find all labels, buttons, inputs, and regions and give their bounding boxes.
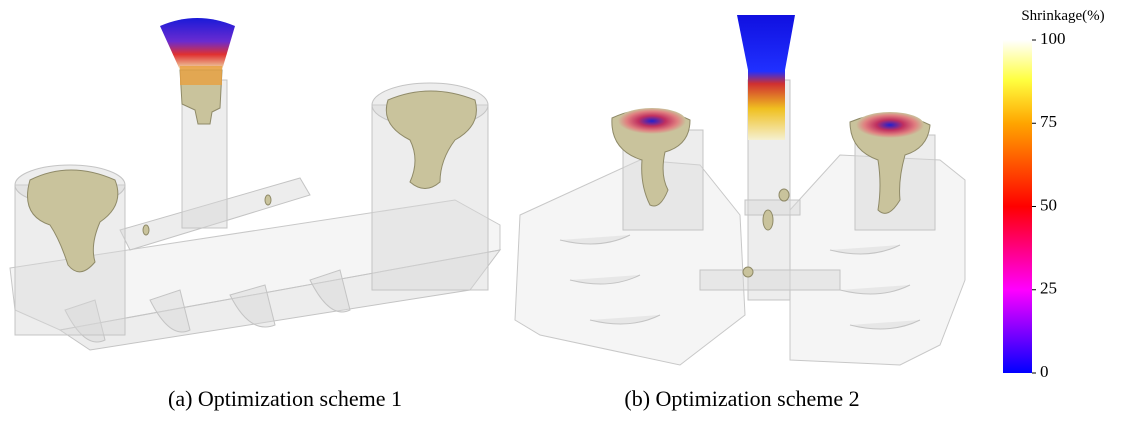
runner [119, 177, 311, 251]
pore [264, 194, 272, 206]
colorbar-title: Shrinkage(%) [1021, 8, 1104, 24]
render-scheme-2 [514, 15, 966, 366]
pore [778, 188, 790, 202]
colorbar-tick-label: 50 [1040, 195, 1057, 214]
colorbar-tick-label: 75 [1040, 112, 1057, 131]
pore [742, 266, 754, 278]
sprue-shrinkage [737, 15, 795, 140]
colorbar-tick-label: 0 [1040, 362, 1049, 381]
colorbar [1003, 40, 1032, 373]
casting-feature [559, 234, 921, 330]
sprue-cup [160, 18, 235, 70]
colorbar-tick-label: 100 [1040, 29, 1066, 48]
pore [142, 224, 150, 236]
shrinkage-right [849, 113, 931, 214]
shrinkage-right-hot [856, 112, 924, 138]
shrinkage-left-hot [618, 108, 686, 134]
shrinkage-right [385, 90, 477, 189]
colorbar-tick-label: 25 [1040, 279, 1057, 298]
caption: (b) Optimization scheme 2 [624, 386, 859, 411]
caption: (a) Optimization scheme 1 [168, 386, 402, 411]
render-scheme-1 [9, 18, 502, 351]
sprue-hot [180, 66, 222, 85]
pore [762, 209, 774, 231]
shrinkage-left [27, 169, 119, 273]
